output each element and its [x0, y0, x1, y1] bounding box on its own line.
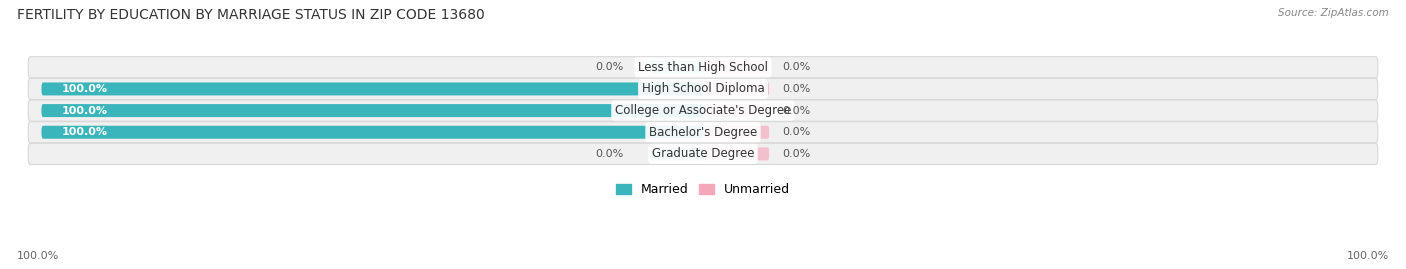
Text: 100.0%: 100.0%: [62, 84, 107, 94]
FancyBboxPatch shape: [650, 147, 703, 160]
FancyBboxPatch shape: [703, 61, 769, 74]
Text: 0.0%: 0.0%: [595, 149, 624, 159]
FancyBboxPatch shape: [41, 82, 703, 95]
Text: Source: ZipAtlas.com: Source: ZipAtlas.com: [1278, 8, 1389, 18]
Text: Bachelor's Degree: Bachelor's Degree: [650, 126, 756, 139]
FancyBboxPatch shape: [28, 78, 1378, 100]
FancyBboxPatch shape: [28, 122, 1378, 143]
Text: Less than High School: Less than High School: [638, 61, 768, 74]
Text: 100.0%: 100.0%: [17, 251, 59, 261]
FancyBboxPatch shape: [650, 61, 703, 74]
Text: 0.0%: 0.0%: [595, 62, 624, 72]
Text: 100.0%: 100.0%: [62, 106, 107, 116]
FancyBboxPatch shape: [703, 104, 769, 117]
FancyBboxPatch shape: [41, 104, 703, 117]
FancyBboxPatch shape: [28, 57, 1378, 78]
Text: High School Diploma: High School Diploma: [641, 82, 765, 95]
FancyBboxPatch shape: [703, 82, 769, 95]
Text: 0.0%: 0.0%: [782, 62, 811, 72]
Text: 0.0%: 0.0%: [782, 127, 811, 137]
Text: 0.0%: 0.0%: [782, 149, 811, 159]
Text: 100.0%: 100.0%: [62, 127, 107, 137]
Legend: Married, Unmarried: Married, Unmarried: [612, 178, 794, 201]
Text: 0.0%: 0.0%: [782, 84, 811, 94]
FancyBboxPatch shape: [28, 100, 1378, 121]
FancyBboxPatch shape: [703, 126, 769, 139]
FancyBboxPatch shape: [41, 126, 703, 139]
Text: 0.0%: 0.0%: [782, 106, 811, 116]
Text: 100.0%: 100.0%: [1347, 251, 1389, 261]
FancyBboxPatch shape: [703, 147, 769, 160]
Text: Graduate Degree: Graduate Degree: [652, 147, 754, 160]
Text: College or Associate's Degree: College or Associate's Degree: [614, 104, 792, 117]
FancyBboxPatch shape: [28, 143, 1378, 165]
Text: FERTILITY BY EDUCATION BY MARRIAGE STATUS IN ZIP CODE 13680: FERTILITY BY EDUCATION BY MARRIAGE STATU…: [17, 8, 485, 22]
